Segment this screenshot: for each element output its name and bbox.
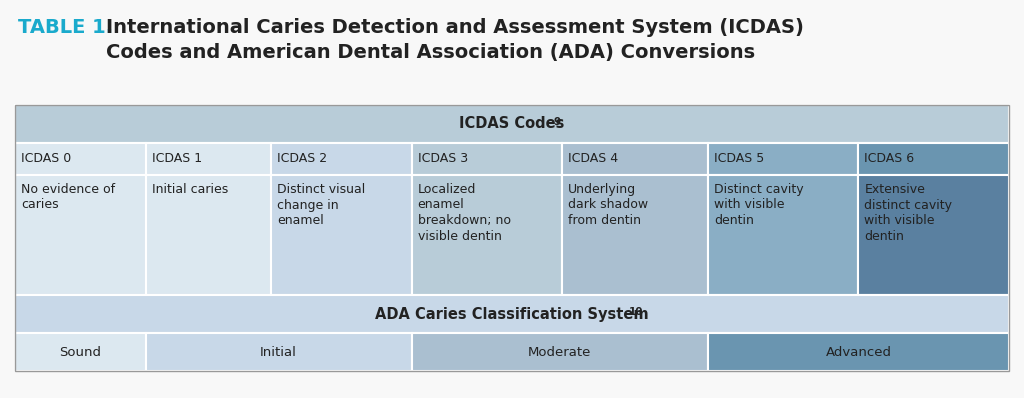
Bar bbox=[271, 175, 412, 295]
Text: ICDAS 6: ICDAS 6 bbox=[864, 152, 914, 166]
Text: Moderate: Moderate bbox=[528, 345, 592, 359]
Bar bbox=[412, 175, 562, 295]
Text: ICDAS Codes: ICDAS Codes bbox=[460, 117, 564, 131]
Text: Advanced: Advanced bbox=[825, 345, 892, 359]
Bar bbox=[15, 105, 1009, 143]
Text: ICDAS 0: ICDAS 0 bbox=[22, 152, 72, 166]
Text: International Caries Detection and Assessment System (ICDAS)
Codes and American : International Caries Detection and Asses… bbox=[106, 18, 804, 62]
Bar bbox=[15, 333, 145, 371]
Bar bbox=[145, 333, 412, 371]
Text: ICDAS 2: ICDAS 2 bbox=[278, 152, 327, 166]
Text: Extensive
distinct cavity
with visible
dentin: Extensive distinct cavity with visible d… bbox=[864, 183, 952, 242]
Bar bbox=[271, 143, 412, 175]
Text: Initial: Initial bbox=[260, 345, 297, 359]
Text: Initial caries: Initial caries bbox=[152, 183, 227, 196]
Text: 10: 10 bbox=[629, 307, 643, 317]
Bar bbox=[145, 175, 271, 295]
Bar bbox=[708, 175, 858, 295]
Text: ICDAS 1: ICDAS 1 bbox=[152, 152, 202, 166]
Bar bbox=[858, 175, 1009, 295]
Bar bbox=[15, 143, 145, 175]
Bar bbox=[15, 105, 1009, 371]
Text: ICDAS 4: ICDAS 4 bbox=[568, 152, 618, 166]
Text: No evidence of
caries: No evidence of caries bbox=[22, 183, 115, 211]
Text: 9: 9 bbox=[553, 117, 560, 127]
Text: ICDAS 3: ICDAS 3 bbox=[418, 152, 468, 166]
Bar bbox=[145, 143, 271, 175]
Text: Underlying
dark shadow
from dentin: Underlying dark shadow from dentin bbox=[568, 183, 648, 227]
Text: Distinct visual
change in
enamel: Distinct visual change in enamel bbox=[278, 183, 366, 227]
Text: TABLE 1.: TABLE 1. bbox=[18, 18, 113, 37]
Text: ICDAS 5: ICDAS 5 bbox=[714, 152, 764, 166]
Bar bbox=[15, 175, 145, 295]
Bar bbox=[562, 143, 708, 175]
Text: Localized
enamel
breakdown; no
visible dentin: Localized enamel breakdown; no visible d… bbox=[418, 183, 511, 242]
Bar bbox=[562, 175, 708, 295]
Bar bbox=[708, 143, 858, 175]
Bar bbox=[15, 295, 1009, 333]
Bar bbox=[708, 333, 1009, 371]
Text: Sound: Sound bbox=[59, 345, 101, 359]
Text: Distinct cavity
with visible
dentin: Distinct cavity with visible dentin bbox=[714, 183, 804, 227]
Text: ADA Caries Classification System: ADA Caries Classification System bbox=[375, 306, 649, 322]
Bar bbox=[412, 143, 562, 175]
Bar bbox=[412, 333, 708, 371]
Bar bbox=[858, 143, 1009, 175]
